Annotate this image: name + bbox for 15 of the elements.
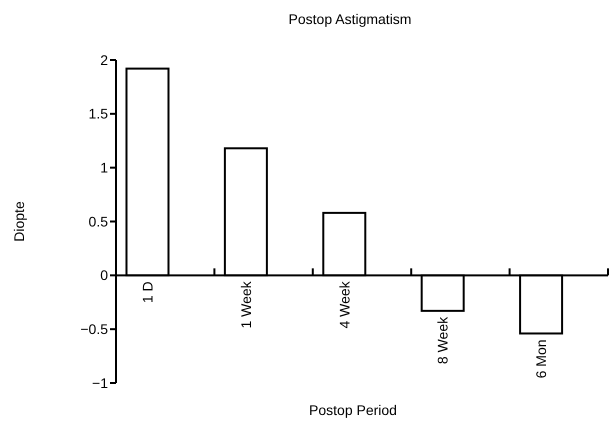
x-tick-label: 6 Mon <box>533 339 550 378</box>
y-tick-label: 0 <box>100 267 108 284</box>
y-tick-label: 2 <box>100 52 108 68</box>
x-tick-label: 1 D <box>139 281 156 304</box>
x-tick-label: 1 Week <box>238 280 254 329</box>
y-tick-label: 1.5 <box>88 106 108 122</box>
y-axis-title: Diopte <box>11 201 27 242</box>
x-axis-title: Postop Period <box>309 402 397 418</box>
chart-title: Postop Astigmatism <box>288 11 412 27</box>
y-tick-label: −1 <box>92 374 108 391</box>
x-tick-label: 8 Week <box>434 316 451 364</box>
y-tick-label: −0.5 <box>80 321 108 338</box>
y-tick-label: 0.5 <box>88 213 108 230</box>
x-tick-label: 4 Week <box>336 280 352 329</box>
y-tick-label: 1 <box>100 160 108 176</box>
